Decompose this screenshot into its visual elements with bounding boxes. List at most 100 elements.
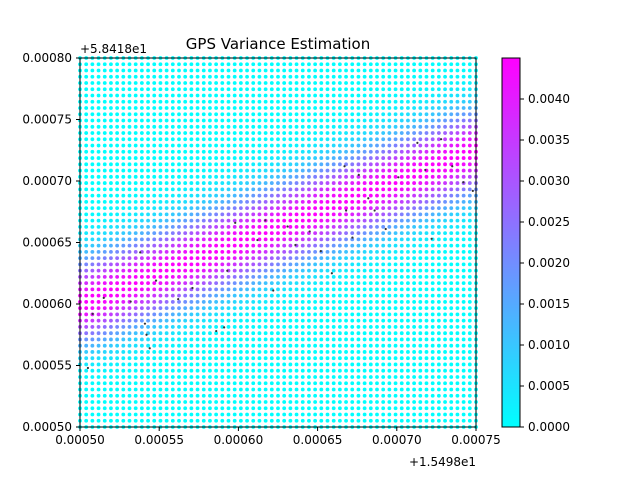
variance-marker bbox=[449, 350, 454, 354]
variance-marker bbox=[189, 174, 194, 179]
variance-marker bbox=[183, 62, 188, 67]
variance-marker bbox=[90, 306, 95, 311]
variance-marker bbox=[424, 256, 429, 261]
variance-marker bbox=[313, 406, 318, 411]
variance-marker bbox=[319, 381, 324, 386]
variance-marker bbox=[436, 356, 441, 361]
variance-marker bbox=[96, 393, 101, 398]
variance-marker bbox=[115, 356, 120, 361]
variance-marker bbox=[183, 325, 188, 329]
variance-marker bbox=[430, 337, 435, 342]
variance-marker bbox=[214, 162, 219, 167]
y-axis: 0.000500.000550.000600.000650.000700.000… bbox=[22, 51, 80, 434]
variance-marker bbox=[393, 156, 398, 160]
variance-marker bbox=[362, 318, 367, 323]
variance-marker bbox=[127, 268, 132, 273]
variance-marker bbox=[375, 62, 379, 67]
variance-marker bbox=[418, 275, 423, 279]
variance-marker bbox=[350, 300, 355, 304]
variance-marker bbox=[337, 362, 342, 367]
variance-marker bbox=[288, 381, 293, 386]
variance-marker bbox=[455, 187, 460, 192]
variance-marker bbox=[257, 131, 262, 135]
variance-marker bbox=[325, 224, 330, 229]
variance-marker bbox=[269, 412, 274, 417]
variance-marker bbox=[412, 268, 417, 273]
variance-marker bbox=[356, 143, 361, 148]
variance-marker bbox=[263, 281, 268, 286]
variance-marker bbox=[214, 256, 219, 261]
variance-marker bbox=[121, 99, 126, 104]
variance-marker bbox=[467, 262, 472, 267]
variance-marker bbox=[251, 106, 256, 110]
variance-marker bbox=[189, 218, 194, 223]
variance-marker bbox=[164, 256, 169, 261]
variance-marker bbox=[263, 256, 268, 261]
gps-sample-point bbox=[440, 138, 443, 141]
variance-marker bbox=[90, 143, 95, 148]
variance-marker bbox=[325, 400, 330, 404]
variance-marker bbox=[195, 287, 200, 292]
variance-marker bbox=[387, 93, 392, 98]
variance-marker bbox=[146, 400, 150, 404]
variance-marker bbox=[436, 118, 441, 123]
variance-marker bbox=[232, 106, 237, 110]
variance-marker bbox=[152, 143, 157, 148]
variance-marker bbox=[294, 343, 299, 348]
variance-marker bbox=[133, 300, 138, 304]
variance-marker bbox=[189, 262, 194, 267]
variance-marker bbox=[251, 224, 256, 229]
variance-marker bbox=[430, 118, 435, 123]
variance-marker bbox=[430, 312, 435, 317]
variance-marker bbox=[356, 381, 361, 386]
variance-marker bbox=[220, 400, 225, 404]
variance-marker bbox=[424, 268, 429, 273]
variance-marker bbox=[356, 99, 361, 104]
variance-marker bbox=[127, 143, 132, 148]
variance-marker bbox=[245, 206, 249, 211]
variance-marker bbox=[251, 199, 256, 204]
variance-marker bbox=[245, 181, 249, 185]
variance-marker bbox=[294, 331, 299, 336]
variance-marker bbox=[263, 368, 268, 373]
variance-marker bbox=[195, 112, 200, 117]
y-tick-label: 0.00050 bbox=[22, 420, 72, 434]
variance-marker bbox=[368, 356, 373, 361]
variance-marker bbox=[245, 231, 249, 236]
variance-marker bbox=[245, 81, 249, 85]
variance-marker bbox=[177, 312, 181, 317]
variance-marker bbox=[201, 224, 206, 229]
variance-marker bbox=[362, 131, 367, 135]
variance-marker bbox=[412, 312, 417, 317]
variance-marker bbox=[424, 350, 429, 354]
variance-marker bbox=[418, 143, 423, 148]
variance-marker bbox=[251, 218, 256, 223]
variance-marker bbox=[356, 300, 361, 304]
variance-marker bbox=[84, 400, 89, 404]
variance-marker bbox=[307, 149, 311, 154]
variance-marker bbox=[238, 406, 243, 411]
variance-marker bbox=[294, 87, 299, 92]
variance-marker bbox=[356, 262, 361, 267]
variance-marker bbox=[399, 137, 404, 142]
variance-marker bbox=[300, 218, 305, 223]
variance-marker bbox=[84, 325, 89, 329]
variance-marker bbox=[90, 93, 95, 98]
variance-marker bbox=[430, 412, 435, 417]
variance-marker bbox=[412, 193, 417, 198]
variance-marker bbox=[170, 212, 175, 217]
variance-marker bbox=[226, 112, 231, 117]
variance-marker bbox=[375, 237, 379, 242]
variance-marker bbox=[436, 331, 441, 336]
variance-marker bbox=[158, 112, 163, 117]
variance-marker bbox=[406, 256, 410, 261]
variance-marker bbox=[158, 337, 163, 342]
variance-marker bbox=[387, 74, 392, 79]
variance-marker bbox=[232, 149, 237, 154]
variance-marker bbox=[146, 293, 150, 298]
variance-marker bbox=[189, 393, 194, 398]
variance-marker bbox=[276, 368, 280, 373]
variance-marker bbox=[226, 193, 231, 198]
variance-marker bbox=[418, 181, 423, 185]
variance-marker bbox=[208, 325, 212, 329]
